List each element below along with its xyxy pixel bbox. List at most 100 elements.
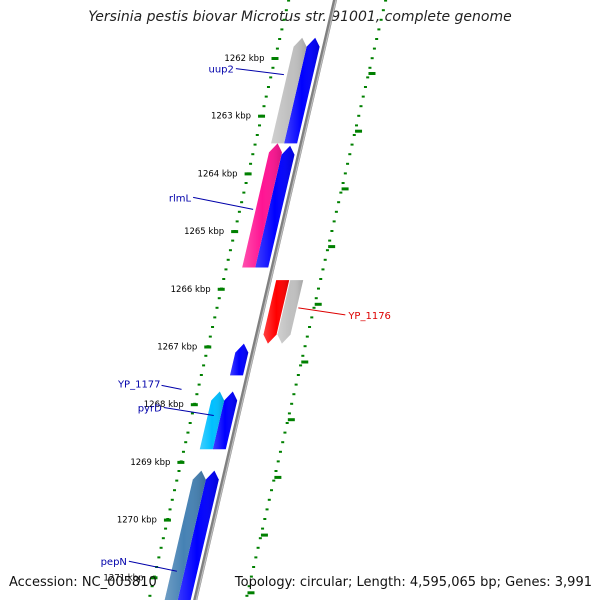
scale-dot-outer	[334, 210, 338, 213]
scale-dot-outer	[252, 566, 256, 568]
scale-dot-outer	[290, 402, 294, 405]
tick-label: 1266 kbp	[171, 285, 211, 295]
tick-label: 1271 kbp	[103, 573, 143, 583]
label-leader	[128, 560, 177, 572]
scale-dot-outer	[361, 95, 365, 98]
scale-dot-inner	[204, 354, 208, 357]
scale-dot-inner	[190, 412, 194, 415]
scale-dot-outer	[337, 201, 341, 204]
scale-dot-inner	[224, 268, 228, 271]
scale-dot-inner	[287, 0, 291, 2]
scale-dot-outer	[312, 306, 316, 309]
feature-shade	[277, 280, 304, 344]
scale-dot-outer	[249, 575, 253, 578]
map-title: Yersinia pestis biovar Microtus str. 910…	[88, 9, 512, 25]
scale-dot-inner	[188, 422, 192, 424]
feature-label-pepN[interactable]: pepN	[101, 557, 127, 568]
scale-dot-inner	[211, 326, 215, 328]
scale-dot-outer	[267, 498, 271, 501]
scale-dot-outer	[254, 556, 258, 559]
scale-dot-outer	[258, 537, 262, 540]
feature-shade	[255, 145, 295, 268]
scale-dot-outer	[283, 431, 287, 434]
scale-dot-outer	[332, 220, 336, 223]
scale-dot-inner	[258, 124, 262, 127]
scale-dot-outer	[247, 585, 251, 588]
scale-dot-outer	[343, 172, 347, 175]
label-leader	[298, 307, 346, 316]
tick-mark	[217, 287, 225, 291]
label-leader	[193, 196, 254, 210]
scale-dot-outer	[281, 441, 285, 444]
tick-mark	[231, 230, 239, 234]
scale-dot-inner	[226, 258, 230, 261]
scale-dot-inner	[195, 393, 199, 396]
tick-label: 1270 kbp	[117, 516, 157, 526]
scale-dot-inner	[228, 249, 232, 252]
scale-dot-outer	[325, 249, 329, 252]
feature-label-rlmL[interactable]: rlmL	[169, 193, 192, 204]
feature-label-YP_1176[interactable]: YP_1176	[347, 311, 391, 322]
scale-dot-outer	[375, 38, 379, 40]
scale-dot-outer	[341, 182, 345, 184]
scale-dot-outer	[377, 28, 381, 31]
scale-dot-outer	[321, 268, 325, 271]
tick-mark	[204, 345, 212, 349]
tick-mark-outer	[368, 72, 376, 75]
scale-dot-outer	[323, 258, 327, 261]
scale-dot-inner	[170, 498, 174, 501]
scale-dot-outer	[339, 191, 343, 194]
scale-dot-outer	[308, 326, 312, 328]
scale-dot-inner	[197, 383, 201, 386]
scale-dot-outer	[328, 239, 332, 242]
scale-dot-outer	[352, 134, 356, 136]
scale-dot-inner	[184, 441, 188, 444]
scale-dot-outer	[381, 9, 385, 12]
scale-dot-inner	[264, 95, 268, 98]
tick-mark-outer	[314, 302, 322, 306]
scale-dot-outer	[265, 508, 269, 511]
tick-mark	[271, 57, 279, 60]
scale-dot-inner	[161, 537, 165, 540]
tick-label: 1265 kbp	[184, 227, 224, 237]
scale-dot-inner	[159, 546, 163, 549]
tick-label: 1262 kbp	[224, 54, 264, 64]
scale-dot-outer	[363, 86, 367, 88]
scale-dot-outer	[316, 287, 320, 290]
feature-shade	[199, 391, 225, 450]
tick-mark	[150, 576, 158, 580]
scale-dot-inner	[240, 201, 244, 204]
feature-shade	[177, 470, 219, 600]
scale-dot-outer	[384, 0, 388, 2]
accession-text: Accession: NC_005810	[9, 575, 157, 590]
scale-dot-outer	[305, 335, 309, 338]
scale-dot-outer	[278, 450, 282, 453]
scale-dot-inner	[249, 162, 253, 165]
feature-label-YP_1177[interactable]: YP_1177	[117, 379, 161, 390]
scale-dot-inner	[213, 316, 217, 319]
scale-dot-outer	[346, 162, 350, 165]
scale-dot-outer	[274, 470, 278, 472]
scale-dot-inner	[262, 105, 266, 108]
tick-label: 1267 kbp	[157, 343, 197, 353]
scale-dot-inner	[217, 297, 221, 300]
scale-dot-outer	[263, 518, 267, 520]
feature-label-uup2[interactable]: uup2	[208, 65, 233, 76]
scale-dot-outer	[319, 278, 323, 280]
scale-dot-inner	[275, 47, 279, 50]
scale-dot-outer	[366, 76, 370, 79]
scale-dot-inner	[168, 508, 172, 511]
tick-mark-outer	[260, 533, 268, 537]
scale-dot-inner	[222, 278, 226, 280]
scale-dot-outer	[359, 105, 363, 108]
scale-dot-inner	[244, 182, 248, 184]
tick-mark	[190, 403, 198, 407]
scale-dot-outer	[355, 124, 359, 127]
scale-dot-inner	[282, 18, 286, 21]
tick-label: 1263 kbp	[211, 112, 251, 122]
scale-dot-outer	[314, 297, 318, 300]
scale-dot-outer	[285, 422, 289, 424]
feature-label-pyrD[interactable]: pyrD	[138, 404, 162, 415]
scale-dot-inner	[175, 479, 179, 482]
scale-dot-inner	[235, 220, 239, 223]
